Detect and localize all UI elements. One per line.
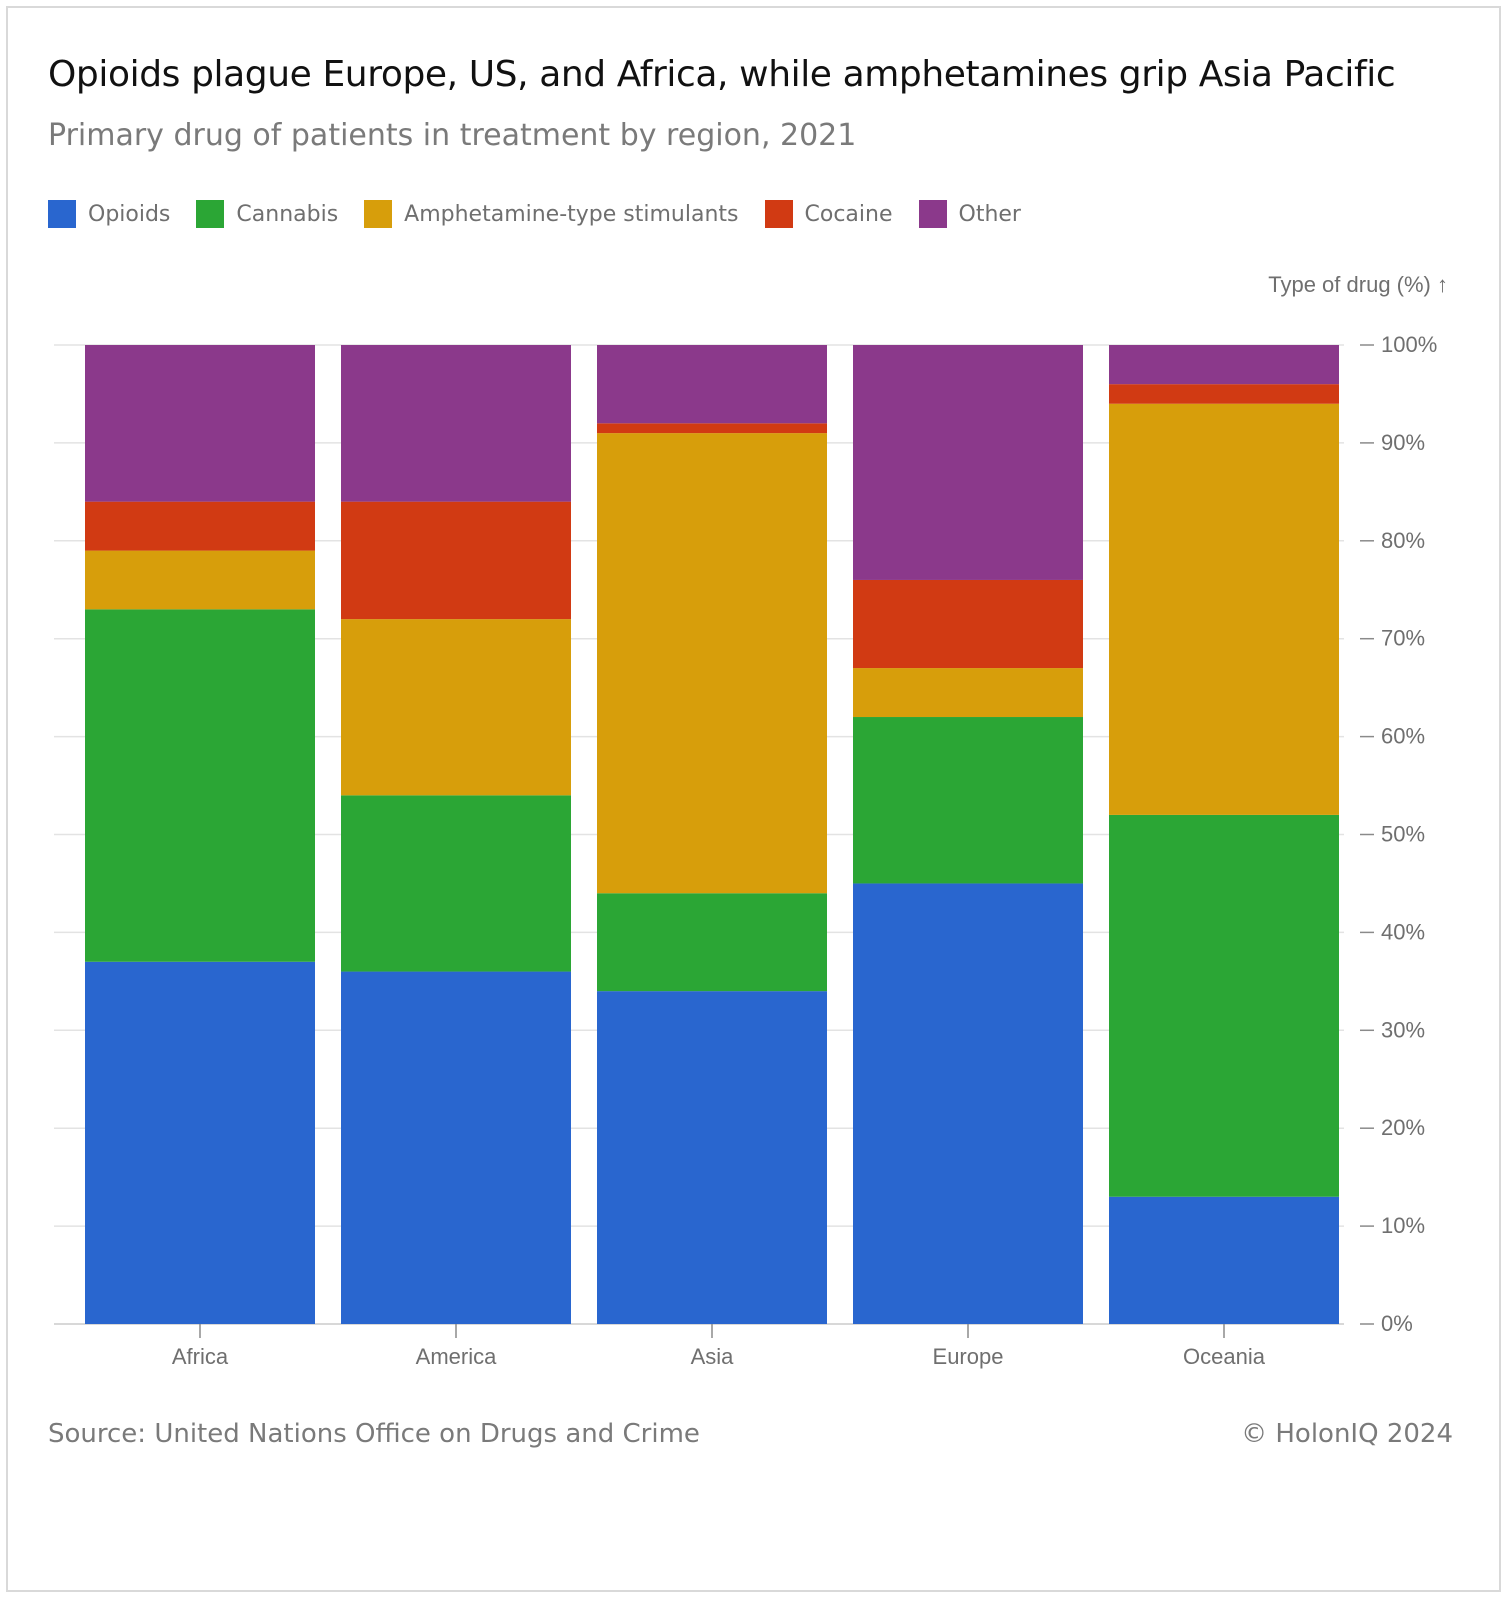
y-axis: 0% 10% 20% 30% 40% 50% 60% 70% 80% 90% 100% xyxy=(1360,332,1437,1336)
bar-africa-opioids[interactable] xyxy=(85,961,315,1324)
y-tick-label: 80% xyxy=(1381,528,1425,553)
chart-title: Opioids plague Europe, US, and Africa, w… xyxy=(48,54,1396,95)
legend-item-other[interactable]: Other xyxy=(918,200,1021,228)
bar-africa-cocaine[interactable] xyxy=(85,501,315,551)
bar-africa-amphetamine-type-stimulants[interactable] xyxy=(85,550,315,610)
y-tick-label: 30% xyxy=(1381,1017,1425,1042)
bar-asia-opioids[interactable] xyxy=(597,991,827,1324)
bar-europe-cannabis[interactable] xyxy=(853,717,1083,884)
bar-america-opioids[interactable] xyxy=(341,971,571,1324)
bar-europe-other[interactable] xyxy=(853,345,1083,580)
legend-swatch xyxy=(918,200,947,228)
legend-item-amphetamine-type-stimulants[interactable]: Amphetamine-type stimulants xyxy=(364,200,739,228)
y-tick-label: 90% xyxy=(1381,430,1425,455)
stacked-bar-chart: 0% 10% 20% 30% 40% 50% 60% 70% 80% 90% 100% Africa… xyxy=(54,272,1448,1369)
bar-oceania-cannabis[interactable] xyxy=(1109,814,1339,1197)
bar-europe-amphetamine-type-stimulants[interactable] xyxy=(853,668,1083,718)
bar-oceania-amphetamine-type-stimulants[interactable] xyxy=(1109,403,1339,815)
y-tick-label: 70% xyxy=(1381,626,1425,651)
legend-item-cocaine[interactable]: Cocaine xyxy=(764,200,893,228)
legend-label: Cocaine xyxy=(804,201,893,227)
y-tick-label: 60% xyxy=(1381,724,1425,749)
legend-swatch xyxy=(364,200,393,228)
legend-item-cannabis[interactable]: Cannabis xyxy=(196,200,338,228)
x-axis: Africa America Asia Europe Oceania xyxy=(172,1324,1266,1369)
bar-europe-cocaine[interactable] xyxy=(853,579,1083,669)
bars xyxy=(85,345,1339,1324)
bar-asia-other[interactable] xyxy=(597,345,827,424)
legend-label: Other xyxy=(958,201,1021,227)
bar-africa-other[interactable] xyxy=(85,345,315,502)
y-axis-label: Type of drug (%) ↑ xyxy=(1268,272,1448,297)
bar-america-cannabis[interactable] xyxy=(341,795,571,972)
bar-oceania-opioids[interactable] xyxy=(1109,1196,1339,1324)
bar-oceania-other[interactable] xyxy=(1109,345,1339,385)
bar-oceania-cocaine[interactable] xyxy=(1109,384,1339,404)
chart-legend: Opioids Cannabis Amphetamine-type stimulan… xyxy=(48,200,1021,228)
source-note: Source: United Nations Office on Drugs a… xyxy=(48,1419,700,1449)
bar-asia-cocaine[interactable] xyxy=(597,423,827,434)
chart-subtitle: Primary drug of patients in treatment by… xyxy=(48,118,857,153)
bar-america-cocaine[interactable] xyxy=(341,501,571,620)
legend-label: Amphetamine-type stimulants xyxy=(404,201,739,227)
x-tick-label: America xyxy=(416,1344,497,1369)
x-tick-label: Asia xyxy=(691,1344,735,1369)
y-tick-label: 40% xyxy=(1381,919,1425,944)
legend-swatch xyxy=(196,200,225,228)
y-tick-label: 10% xyxy=(1381,1213,1425,1238)
bar-asia-amphetamine-type-stimulants[interactable] xyxy=(597,433,827,894)
bar-europe-opioids[interactable] xyxy=(853,883,1083,1324)
y-tick-label: 20% xyxy=(1381,1115,1425,1140)
x-tick-label: Oceania xyxy=(1183,1344,1266,1369)
bar-asia-cannabis[interactable] xyxy=(597,893,827,992)
copyright-note: © HolonIQ 2024 xyxy=(1241,1419,1453,1449)
y-tick-label: 50% xyxy=(1381,822,1425,847)
y-tick-label: 0% xyxy=(1381,1311,1413,1336)
x-tick-label: Europe xyxy=(933,1344,1004,1369)
bar-america-other[interactable] xyxy=(341,345,571,502)
legend-label: Opioids xyxy=(88,201,171,227)
bar-africa-cannabis[interactable] xyxy=(85,609,315,962)
legend-swatch xyxy=(764,200,793,228)
bar-america-amphetamine-type-stimulants[interactable] xyxy=(341,619,571,796)
legend-swatch xyxy=(48,200,76,228)
legend-item-opioids[interactable]: Opioids xyxy=(48,200,170,228)
x-tick-label: Africa xyxy=(172,1344,229,1369)
y-tick-label: 100% xyxy=(1381,332,1437,357)
legend-label: Cannabis xyxy=(236,201,339,227)
